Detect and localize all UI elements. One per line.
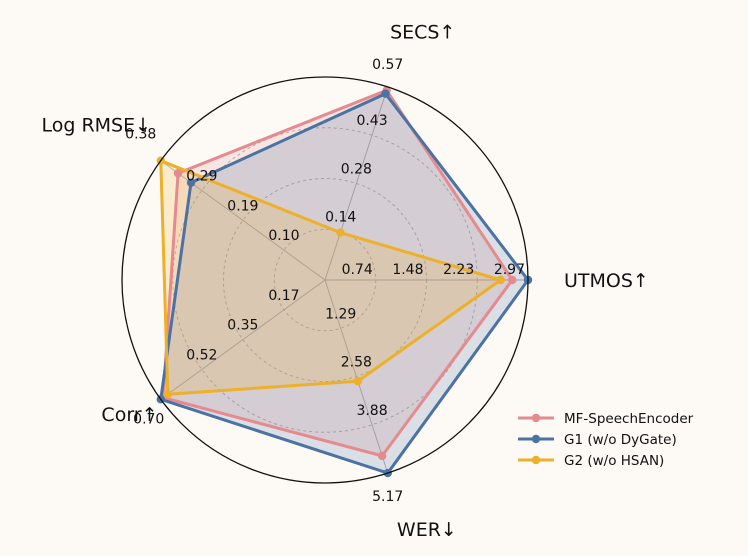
legend-item-g1-w-o-dygate: G1 (w/o DyGate)	[518, 432, 677, 448]
tick-label-log-rmse-1: 0.10	[268, 228, 299, 244]
tick-label-utmos-1: 0.74	[342, 262, 373, 278]
point-mf-speechencoder-utmos	[508, 275, 517, 285]
legend-item-g2-w-o-hsan: G2 (w/o HSAN)	[518, 453, 664, 469]
tick-label-secs-3: 0.43	[356, 113, 387, 129]
series-fill-mf-speechencoder	[163, 90, 513, 456]
tick-label-wer-2: 2.58	[341, 355, 372, 371]
legend-marker-mf-speechencoder	[531, 413, 541, 423]
tick-label-corr-1: 0.17	[268, 288, 299, 304]
axis-label-wer: WER↓	[397, 519, 457, 541]
legend-label-g2-w-o-hsan: G2 (w/o HSAN)	[564, 453, 664, 469]
axis-label-utmos: UTMOS↑	[564, 270, 649, 292]
axis-label-log-rmse: Log RMSE↓	[41, 114, 151, 136]
tick-label-wer-4: 5.17	[372, 489, 403, 505]
spoke-wer	[324, 279, 389, 474]
tick-label-wer-1: 1.29	[325, 306, 356, 322]
tick-label-utmos-2: 1.48	[392, 262, 423, 278]
point-g1-w-o-dygate-secs	[381, 89, 390, 98]
legend-marker-g2-w-o-hsan	[531, 455, 541, 465]
axis-label-secs: SECS↑	[390, 22, 455, 44]
tick-label-corr-4: 0.70	[133, 411, 164, 427]
series-fill-g2-w-o-hsan	[160, 160, 501, 395]
legend-marker-g1-w-o-dygate	[531, 434, 541, 444]
tick-label-log-rmse-3: 0.29	[186, 169, 217, 185]
axis-label-corr: Corr↑	[101, 404, 157, 426]
outer-ring	[121, 76, 529, 484]
tick-label-utmos-3: 2.23	[443, 262, 474, 278]
tick-label-secs-2: 0.28	[341, 161, 372, 177]
spoke-secs	[324, 86, 389, 281]
legend-label-mf-speechencoder: MF-SpeechEncoder	[564, 411, 694, 427]
tick-label-log-rmse-2: 0.19	[227, 198, 258, 214]
tick-label-secs-1: 0.14	[325, 210, 356, 226]
series-line-g2-w-o-hsan	[159, 159, 503, 396]
tick-label-corr-3: 0.52	[186, 347, 217, 363]
point-g2-w-o-hsan-utmos	[496, 275, 505, 285]
point-mf-speechencoder-wer	[377, 451, 387, 461]
legend-item-mf-speechencoder: MF-SpeechEncoder	[518, 411, 694, 427]
series-line-g1-w-o-dygate	[159, 92, 530, 475]
legend-label-g1-w-o-dygate: G1 (w/o DyGate)	[564, 432, 677, 448]
tick-label-corr-2: 0.35	[227, 318, 258, 334]
point-g2-w-o-hsan-wer	[353, 377, 363, 386]
legend: MF-SpeechEncoder G1 (w/o DyGate) G2 (w/o H…	[518, 411, 694, 469]
tick-label-log-rmse-4: 0.38	[125, 127, 156, 143]
spoke-corr	[160, 279, 326, 400]
series-fill-g1-w-o-dygate	[160, 93, 529, 474]
point-g1-w-o-dygate-log-rmse	[186, 178, 196, 187]
tick-label-wer-3: 3.88	[356, 403, 387, 419]
point-g2-w-o-hsan-corr	[163, 390, 173, 399]
point-g2-w-o-hsan-secs	[336, 228, 345, 237]
tick-label-secs-4: 0.57	[372, 57, 403, 73]
point-mf-speechencoder-log-rmse	[173, 169, 183, 178]
tick-label-utmos-4: 2.97	[494, 262, 525, 278]
